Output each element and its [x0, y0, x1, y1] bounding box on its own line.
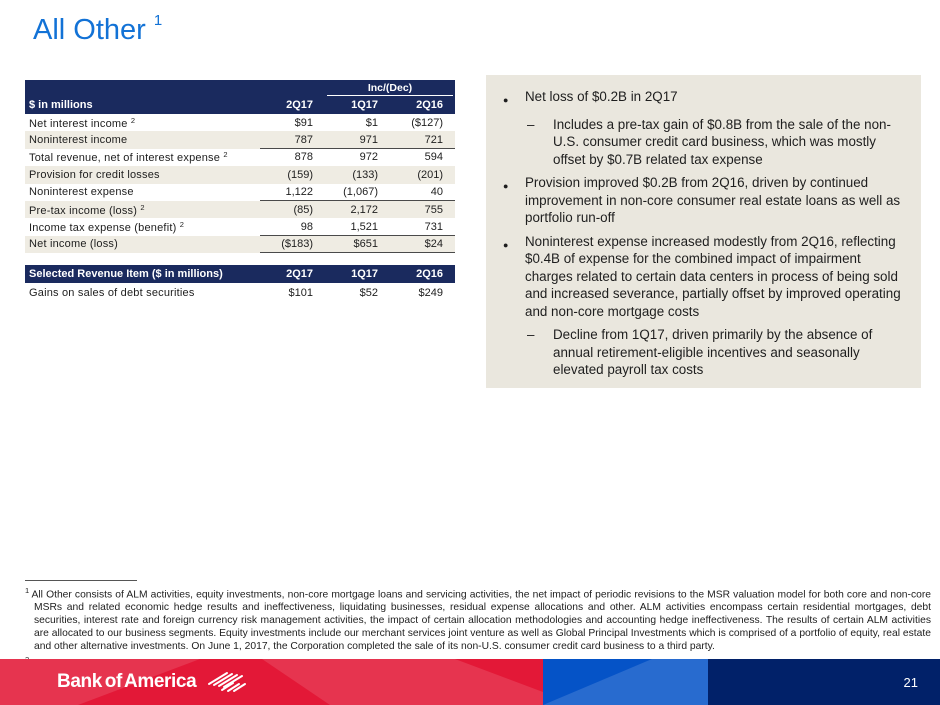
- page-number: 21: [903, 674, 918, 690]
- bullet-item: – Includes a pre-tax gain of $0.8B from t…: [527, 116, 905, 169]
- row-value: (159): [287, 168, 313, 181]
- row-value: ($183): [260, 236, 325, 254]
- table-row: Noninterest expense 1,122 (1,067) 40: [25, 184, 455, 201]
- row-value: 721: [390, 131, 455, 149]
- row-value: 755: [424, 203, 443, 216]
- bullet-icon: ●: [503, 95, 509, 105]
- bullet-item: ● Noninterest expense increased modestly …: [498, 233, 905, 321]
- selected-revenue-table: Selected Revenue Item ($ in millions) 2Q…: [25, 265, 455, 302]
- bullet-icon: ●: [503, 239, 509, 250]
- bullet-text: Noninterest expense increased modestly f…: [525, 233, 901, 319]
- revenue-header-label: Selected Revenue Item ($ in millions): [29, 268, 223, 281]
- column-header-2q16: 2Q16: [416, 99, 443, 111]
- row-value: 594: [424, 151, 443, 164]
- page-title-text: All Other: [33, 14, 146, 46]
- table-row: Provision for credit losses (159) (133) (20…: [25, 166, 455, 184]
- revenue-column-1q17: 1Q17: [351, 268, 378, 281]
- footer-bar: Bank of America 21: [0, 659, 940, 705]
- bullet-item: – Decline from 1Q17, driven primarily by …: [527, 326, 905, 379]
- row-label: Pre-tax income (loss) 2: [29, 202, 145, 217]
- footnotes: 1 All Other consists of ALM activities, …: [25, 584, 931, 671]
- income-table-header-row-1: Inc/(Dec): [25, 80, 455, 96]
- row-value: (85): [293, 203, 313, 216]
- row-value: 787: [260, 131, 325, 149]
- column-header-label: $ in millions: [29, 99, 93, 111]
- bullet-item: ● Provision improved $0.2B from 2Q16, dri…: [498, 174, 905, 227]
- row-value: 972: [359, 151, 378, 164]
- table-row: Noninterest income 787 971 721: [25, 131, 455, 149]
- footnote-item: 1 All Other consists of ALM activities, …: [25, 586, 931, 653]
- commentary-panel: ● Net loss of $0.2B in 2Q17 – Includes a pr…: [486, 75, 921, 388]
- row-label: Net interest income 2: [29, 115, 136, 130]
- bullet-text: Net loss of $0.2B in 2Q17: [525, 89, 678, 104]
- row-value: ($127): [411, 116, 443, 129]
- row-label: Total revenue, net of interest expense 2: [29, 150, 228, 165]
- bank-of-america-logo-text: Bank of America: [57, 671, 197, 692]
- row-value: $24: [390, 236, 455, 254]
- page-title: All Other 1: [33, 12, 162, 47]
- revenue-table-body: Gains on sales of debt securities $101 $52…: [25, 283, 455, 302]
- footnote-ref-marker: 2: [223, 150, 228, 160]
- footer-background-decoration: [0, 659, 940, 705]
- bank-of-america-logo: Bank of America: [57, 659, 248, 705]
- row-value: $1: [365, 116, 378, 129]
- row-value: 40: [390, 184, 455, 201]
- row-value: 731: [390, 218, 455, 236]
- row-value: $249: [418, 286, 443, 299]
- bullet-text: Decline from 1Q17, driven primarily by t…: [553, 327, 873, 377]
- row-value: 98: [260, 218, 325, 236]
- footnote-ref-marker: 2: [140, 202, 145, 212]
- footnote-ref-marker: 2: [179, 220, 185, 230]
- row-label: Gains on sales of debt securities: [29, 286, 195, 299]
- table-row: Net interest income 2 $91 $1 ($127): [25, 114, 455, 131]
- bullet-text: Provision improved $0.2B from 2Q16, driv…: [525, 175, 901, 225]
- income-table-body: Net interest income 2 $91 $1 ($127) Noninter…: [25, 114, 455, 254]
- table-row: Net income (loss) ($183) $651 $24: [25, 235, 455, 254]
- row-value: 2,172: [350, 203, 378, 216]
- bank-of-america-flag-icon: [208, 672, 247, 692]
- table-row: Total revenue, net of interest expense 2…: [25, 149, 455, 166]
- row-label: Noninterest expense: [29, 186, 134, 199]
- revenue-column-2q16: 2Q16: [416, 268, 443, 281]
- footnote-marker: 1: [25, 586, 32, 595]
- column-header-1q17: 1Q17: [351, 99, 378, 111]
- income-table-header: Inc/(Dec) $ in millions 2Q17 1Q17 2Q16: [25, 80, 455, 114]
- row-value: (201): [417, 168, 443, 181]
- inc-dec-underline: [327, 95, 453, 96]
- row-label: Noninterest income: [29, 134, 128, 147]
- row-value: $52: [359, 286, 378, 299]
- inc-dec-header: Inc/(Dec): [325, 82, 455, 96]
- bullet-item: ● Net loss of $0.2B in 2Q17: [498, 88, 905, 110]
- revenue-table-header: Selected Revenue Item ($ in millions) 2Q…: [25, 265, 455, 284]
- table-row: Gains on sales of debt securities $101 $52…: [25, 283, 455, 302]
- row-label: Net income (loss): [29, 238, 118, 251]
- table-row: Pre-tax income (loss) 2 (85) 2,172 755: [25, 200, 455, 219]
- row-value: 971: [325, 131, 390, 149]
- row-value: (1,067): [325, 184, 390, 201]
- row-label: Income tax expense (benefit) 2: [29, 220, 185, 235]
- row-value: $651: [325, 236, 390, 254]
- row-value: 878: [294, 151, 313, 164]
- dash-icon: –: [527, 327, 535, 342]
- income-table-header-row-2: $ in millions 2Q17 1Q17 2Q16: [25, 96, 455, 114]
- row-value: $91: [294, 116, 313, 129]
- dash-icon: –: [527, 116, 535, 132]
- row-value: 1,122: [260, 184, 325, 201]
- bullet-text: Includes a pre-tax gain of $0.8B from th…: [553, 116, 891, 167]
- revenue-column-2q17: 2Q17: [286, 268, 313, 281]
- page-title-footnote-marker: 1: [153, 12, 163, 29]
- row-label: Provision for credit losses: [29, 168, 160, 181]
- footnote-divider: [25, 580, 137, 581]
- row-value: 1,521: [325, 218, 390, 236]
- income-statement-table: Inc/(Dec) $ in millions 2Q17 1Q17 2Q16 N…: [25, 80, 455, 302]
- inc-dec-label: Inc/(Dec): [367, 82, 413, 94]
- bullet-icon: ●: [503, 181, 509, 191]
- footnote-ref-marker: 2: [130, 115, 136, 125]
- row-value: (133): [352, 168, 378, 181]
- table-row: Income tax expense (benefit) 2 98 1,521 731: [25, 218, 455, 236]
- row-value: $101: [288, 286, 313, 299]
- column-header-2q17: 2Q17: [286, 99, 313, 111]
